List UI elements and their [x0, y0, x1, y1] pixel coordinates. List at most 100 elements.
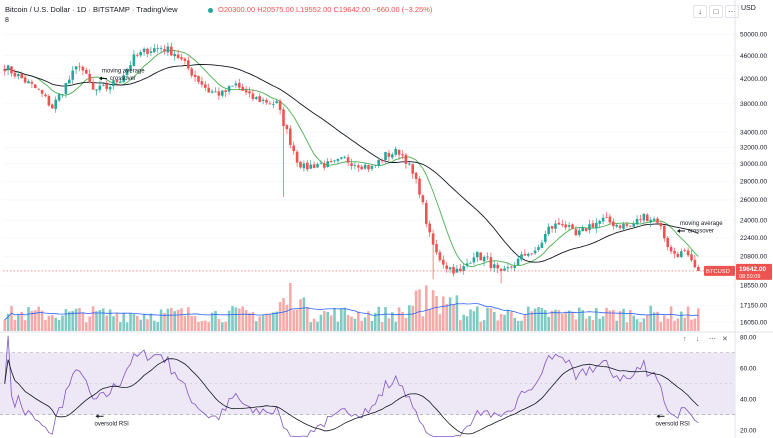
- annotation-arrowhead: [676, 228, 680, 233]
- candle-body: [608, 216, 612, 223]
- candle-body: [350, 163, 353, 166]
- volume-bar: [380, 322, 384, 331]
- volume-bar: [302, 297, 306, 331]
- candle-body: [156, 47, 159, 49]
- volume-bar: [493, 311, 496, 331]
- candle-body: [520, 254, 523, 260]
- volume-bar: [153, 320, 156, 331]
- candle-body: [690, 254, 693, 261]
- candle-body: [146, 48, 149, 54]
- volume-bar: [690, 319, 693, 331]
- candle-body: [601, 217, 605, 222]
- candle-body: [47, 96, 51, 106]
- volume-bar: [340, 308, 343, 331]
- rsi-tick-label: 20.00: [740, 428, 757, 435]
- volume-bar: [384, 307, 387, 331]
- volume-bar: [516, 320, 520, 331]
- candle-body: [693, 259, 697, 268]
- candle-body: [442, 259, 445, 265]
- candle-body: [663, 225, 666, 239]
- candle-body: [112, 80, 115, 86]
- candle-body: [278, 100, 282, 110]
- candle-body: [683, 250, 686, 252]
- annotation: oversold RSI: [95, 414, 129, 427]
- price-tick-label: 28000.00: [740, 178, 767, 185]
- volume-bar: [224, 321, 227, 331]
- volume-bar: [125, 322, 129, 331]
- candle-body: [697, 267, 700, 271]
- volume-bar: [241, 306, 244, 331]
- volume-bar: [74, 308, 78, 331]
- arrow-up-icon: ↑: [683, 336, 687, 343]
- volume-bar: [336, 321, 340, 331]
- volume-bar: [278, 301, 282, 331]
- candle-body: [312, 164, 316, 168]
- volume-bar: [323, 311, 326, 331]
- candle-body: [346, 157, 350, 163]
- candle-body: [64, 82, 68, 94]
- candle-body: [632, 223, 635, 227]
- symbol-title[interactable]: Bitcoin / U.S. Dollar · 1D · BITSTAMP · …: [5, 5, 178, 14]
- volume-bar: [476, 306, 479, 331]
- volume-bar: [673, 320, 676, 331]
- candle-series: [3, 42, 700, 284]
- candle-body: [309, 164, 312, 169]
- candle-body: [374, 164, 377, 166]
- candle-body: [282, 109, 285, 127]
- volume-bar: [482, 320, 486, 331]
- volume-bar: [428, 309, 431, 331]
- volume-bar: [693, 318, 697, 331]
- candle-body: [510, 266, 513, 268]
- candle-body: [370, 165, 374, 169]
- candle-body: [241, 86, 244, 91]
- price-tag: [736, 263, 772, 280]
- volume-bar: [292, 310, 295, 331]
- volume-bar: [357, 311, 360, 331]
- volume-bar: [112, 316, 115, 331]
- volume-bar: [686, 306, 690, 331]
- volume-bar: [316, 321, 319, 331]
- volume-bar: [187, 307, 190, 331]
- volume-bar: [561, 313, 564, 331]
- candle-body: [210, 91, 214, 93]
- volume-bar: [397, 307, 401, 331]
- volume-bar: [442, 296, 445, 331]
- candle-body: [581, 227, 584, 232]
- candle-body: [285, 125, 289, 130]
- price-tick-label: 17150.00: [740, 303, 767, 310]
- volume-bar: [23, 320, 27, 331]
- candle-body: [401, 154, 404, 156]
- candle-body: [295, 151, 299, 163]
- volume-bar: [411, 305, 414, 331]
- candle-body: [319, 163, 323, 165]
- volume-bar: [452, 304, 455, 331]
- candle-body: [159, 48, 163, 49]
- volume-bar: [275, 311, 278, 331]
- arrow-down-icon[interactable]: ↓: [693, 5, 707, 18]
- volume-bar: [289, 283, 292, 331]
- candle-body: [503, 268, 506, 271]
- candle-body: [629, 225, 632, 227]
- volume-bar: [469, 309, 472, 331]
- candle-body: [513, 266, 516, 268]
- price-tick-label: 32000.00: [740, 145, 767, 152]
- candle-body: [394, 148, 397, 155]
- volume-bar: [465, 316, 469, 331]
- volume-bar: [574, 319, 578, 331]
- square-icon[interactable]: □: [709, 5, 723, 18]
- candle-body: [459, 268, 462, 271]
- volume-bar: [207, 321, 210, 331]
- indicator-legend-toggle[interactable]: 8: [5, 17, 9, 24]
- volume-bar: [265, 313, 268, 331]
- volume-bar: [530, 311, 533, 331]
- volume-bar: [268, 313, 272, 331]
- candle-body: [391, 154, 394, 158]
- volume-bar: [418, 289, 421, 331]
- candle-body: [258, 96, 261, 102]
- volume-bar: [105, 315, 108, 331]
- candle-body: [595, 222, 598, 229]
- price-tick-label: 26000.00: [740, 197, 767, 204]
- annotation-arrowhead: [656, 414, 660, 419]
- volume-bar: [78, 308, 81, 331]
